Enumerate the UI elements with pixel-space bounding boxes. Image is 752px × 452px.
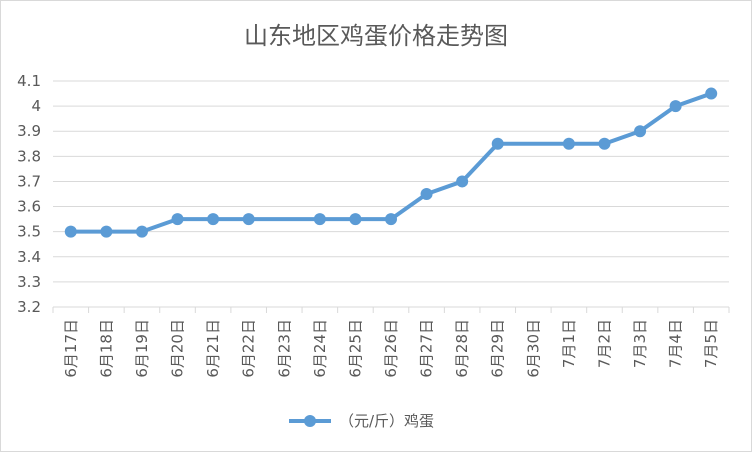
- x-tick-label: 7月3日: [631, 319, 649, 368]
- data-point: [562, 137, 575, 150]
- data-point: [598, 137, 611, 150]
- y-axis-ticks: 3.2 3.3 3.4 3.5 3.6 3.7 3.8 3.9 4 4.1: [17, 72, 41, 316]
- data-point: [491, 137, 504, 150]
- x-tick-label: 6月26日: [382, 319, 400, 378]
- x-tick-label: 6月22日: [240, 319, 258, 378]
- x-tick-label: 6月28日: [453, 319, 471, 378]
- y-tick-label: 3.7: [17, 172, 41, 190]
- legend: （元/斤）鸡蛋: [289, 412, 434, 430]
- x-tick-label: 6月23日: [275, 319, 293, 378]
- legend-label: （元/斤）鸡蛋: [339, 412, 434, 430]
- data-point: [669, 100, 682, 113]
- x-tick-label: 7月1日: [560, 319, 578, 368]
- data-point: [349, 213, 362, 226]
- data-point: [135, 225, 148, 238]
- y-tick-label: 4: [31, 97, 41, 115]
- gridlines: [52, 80, 730, 313]
- x-tick-label: 6月30日: [524, 319, 542, 378]
- series-layer: [64, 87, 718, 238]
- data-point: [420, 188, 433, 200]
- x-tick-label: 6月29日: [489, 319, 507, 378]
- x-tick-label: 6月24日: [311, 319, 329, 378]
- x-tick-label: 7月5日: [702, 319, 720, 368]
- x-tick-label: 6月27日: [418, 319, 436, 378]
- y-tick-label: 3.8: [17, 147, 41, 165]
- x-tick-label: 6月19日: [133, 319, 151, 378]
- y-tick-label: 3.5: [17, 223, 41, 241]
- y-tick-label: 3.3: [17, 273, 41, 291]
- data-point: [64, 225, 77, 238]
- x-tick-label: 7月2日: [595, 319, 613, 368]
- data-point: [100, 225, 113, 238]
- x-tick-label: 6月25日: [346, 319, 364, 378]
- y-tick-label: 3.4: [17, 248, 41, 266]
- data-point: [242, 213, 255, 226]
- y-tick-label: 3.2: [17, 298, 41, 316]
- data-point: [313, 213, 326, 226]
- x-tick-label: 6月18日: [97, 319, 115, 378]
- x-tick-label: 6月21日: [204, 319, 222, 378]
- x-axis-ticks: 6月17日 6月18日 6月19日 6月20日 6月21日 6月22日 6月23日 6月24日…: [62, 319, 720, 378]
- x-tick-label: 6月17日: [62, 319, 80, 378]
- x-tick-label: 7月4日: [667, 319, 685, 368]
- x-tick-label: 6月20日: [169, 319, 187, 378]
- data-point: [705, 87, 718, 100]
- chart-title: 山东地区鸡蛋价格走势图: [244, 22, 508, 50]
- y-tick-label: 3.6: [17, 198, 41, 216]
- data-point: [634, 125, 647, 138]
- y-tick-label: 3.9: [17, 122, 41, 140]
- data-point: [385, 213, 397, 226]
- y-tick-label: 4.1: [17, 72, 41, 90]
- data-point: [207, 213, 220, 226]
- data-point: [456, 175, 469, 188]
- series-line: [70, 91, 712, 234]
- legend-marker-icon: [304, 415, 316, 427]
- data-point: [171, 213, 184, 226]
